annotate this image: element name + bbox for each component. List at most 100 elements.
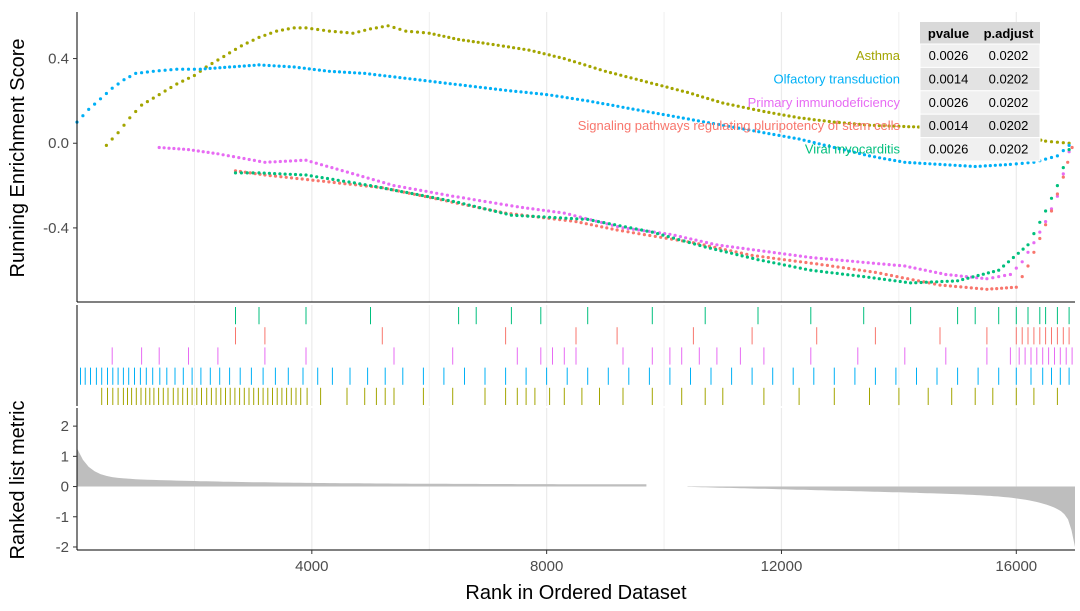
es-point [322, 179, 326, 183]
es-point [792, 136, 796, 140]
es-point [1070, 145, 1074, 150]
es-point [644, 80, 649, 84]
es-point [316, 27, 320, 32]
y-axis-title-es: Running Enrichment Score [7, 38, 29, 277]
es-point [918, 161, 922, 165]
es-point [116, 131, 120, 135]
es-point [537, 50, 541, 55]
es-point [368, 72, 372, 76]
es-point [711, 122, 716, 126]
es-point [997, 275, 1001, 279]
es-point [262, 171, 266, 175]
es-point [1044, 220, 1048, 224]
es-point [438, 80, 442, 85]
es-point [851, 273, 855, 277]
es-point [867, 275, 871, 279]
es-point [878, 156, 882, 160]
es-point [815, 262, 819, 266]
es-point [423, 194, 427, 199]
es-point [275, 29, 279, 33]
es-point [1049, 140, 1054, 144]
es-point [983, 164, 987, 168]
es-point [953, 163, 957, 167]
es-point [1026, 161, 1030, 165]
es-point [631, 107, 635, 111]
es-point [317, 68, 321, 72]
es-point [959, 285, 963, 289]
es-point [504, 212, 508, 216]
es-point [914, 281, 918, 285]
es-point [847, 121, 852, 125]
es-point [887, 263, 891, 267]
es-point [436, 196, 440, 201]
es-point [903, 160, 907, 164]
es-point [580, 217, 584, 221]
es-point [388, 74, 392, 78]
es-point [882, 262, 886, 266]
es-point [830, 271, 834, 275]
es-point [623, 225, 628, 229]
es-point [980, 287, 984, 291]
es-point [600, 225, 604, 229]
es-point [498, 88, 503, 92]
es-point [552, 54, 556, 58]
es-point [626, 230, 630, 234]
es-point [610, 227, 614, 231]
es-point [410, 30, 414, 34]
es-point [751, 256, 755, 260]
es-point [358, 71, 362, 75]
es-point [767, 250, 771, 254]
y-tick-label-metric: 0 [61, 479, 69, 496]
es-point [440, 192, 444, 196]
es-point [302, 66, 306, 70]
es-point [614, 72, 618, 76]
es-point [268, 160, 272, 164]
es-point [745, 252, 749, 256]
es-point [620, 229, 625, 233]
es-point [343, 182, 347, 186]
es-point [911, 278, 915, 282]
es-point [228, 51, 232, 55]
es-point [140, 71, 144, 75]
es-point [134, 109, 138, 114]
es-point [116, 82, 120, 86]
es-point [797, 116, 801, 120]
es-point [857, 268, 862, 272]
es-point [973, 164, 977, 169]
es-point [536, 208, 540, 212]
es-point [840, 258, 844, 262]
es-point [879, 271, 883, 275]
es-point [496, 43, 500, 47]
es-point [263, 160, 267, 164]
es-point [792, 115, 796, 119]
es-point [825, 263, 830, 267]
es-point [807, 117, 811, 121]
es-point [678, 235, 683, 239]
es-point [767, 260, 771, 264]
es-point [596, 101, 600, 105]
es-point [939, 271, 943, 275]
es-point [840, 272, 845, 276]
es-point [325, 164, 329, 168]
es-point [793, 265, 797, 269]
es-point [167, 146, 171, 150]
es-point [722, 123, 726, 127]
es-point [145, 70, 149, 74]
es-point [845, 259, 850, 263]
es-point [797, 137, 801, 141]
es-point [386, 24, 390, 28]
es-point [598, 68, 602, 72]
es-point [857, 122, 862, 126]
es-point [415, 192, 419, 197]
es-point [685, 90, 690, 94]
es-point [257, 35, 261, 40]
es-point [287, 65, 291, 69]
es-point [389, 188, 393, 192]
es-point [659, 235, 663, 239]
es-point [675, 88, 679, 92]
es-point [163, 89, 167, 93]
es-point [832, 120, 836, 124]
es-point [172, 146, 176, 151]
es-point [959, 274, 963, 278]
es-point [867, 154, 872, 158]
